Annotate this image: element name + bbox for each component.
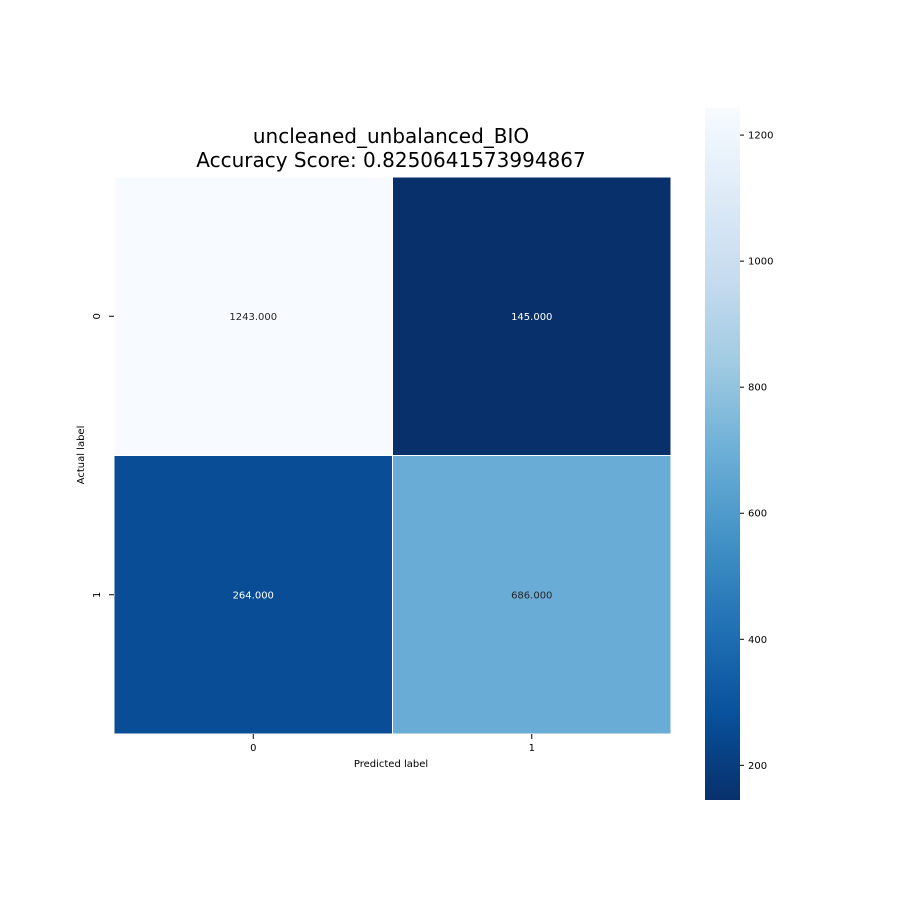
colorbar-tick-label-5: 1200 — [748, 131, 773, 142]
x-axis-label: Predicted label — [354, 759, 428, 770]
heatmap-cell-1-0 — [113, 455, 393, 735]
x-tick-label-1: 1 — [529, 743, 535, 754]
heatmap-cell-0-0 — [113, 176, 393, 456]
cell-annotation-0-1: 145.000 — [511, 312, 552, 323]
cell-annotation-1-0: 264.000 — [233, 590, 274, 601]
x-tick-label-0: 0 — [250, 743, 256, 754]
cell-annotation-1-1: 686.000 — [511, 590, 552, 601]
colorbar — [705, 108, 740, 800]
heatmap-cells — [113, 176, 672, 735]
y-tick-label-0: 0 — [92, 313, 103, 319]
colorbar-tick-label-3: 800 — [748, 383, 767, 394]
heatmap-cell-0-1 — [392, 176, 672, 456]
colorbar-tick-label-1: 400 — [748, 635, 767, 646]
cell-annotation-0-0: 1243.000 — [229, 312, 277, 323]
y-tick-label-1: 1 — [92, 592, 103, 598]
chart-subtitle-accuracy: Accuracy Score: 0.8250641573994867 — [196, 148, 585, 172]
y-axis-ticks: 01 — [92, 313, 114, 598]
chart-title: uncleaned_unbalanced_BIO — [253, 124, 529, 148]
colorbar-ticks: 200 400 600 800 1000 1200 — [740, 131, 773, 772]
heatmap-cell-1-1 — [392, 455, 672, 735]
y-axis-label: Actual label — [76, 426, 87, 485]
cell-annotations: 1243.000 145.000 264.000 686.000 — [229, 312, 552, 602]
colorbar-tick-label-0: 200 — [748, 761, 767, 772]
colorbar-tick-label-4: 1000 — [748, 257, 773, 268]
colorbar-tick-label-2: 600 — [748, 509, 767, 520]
